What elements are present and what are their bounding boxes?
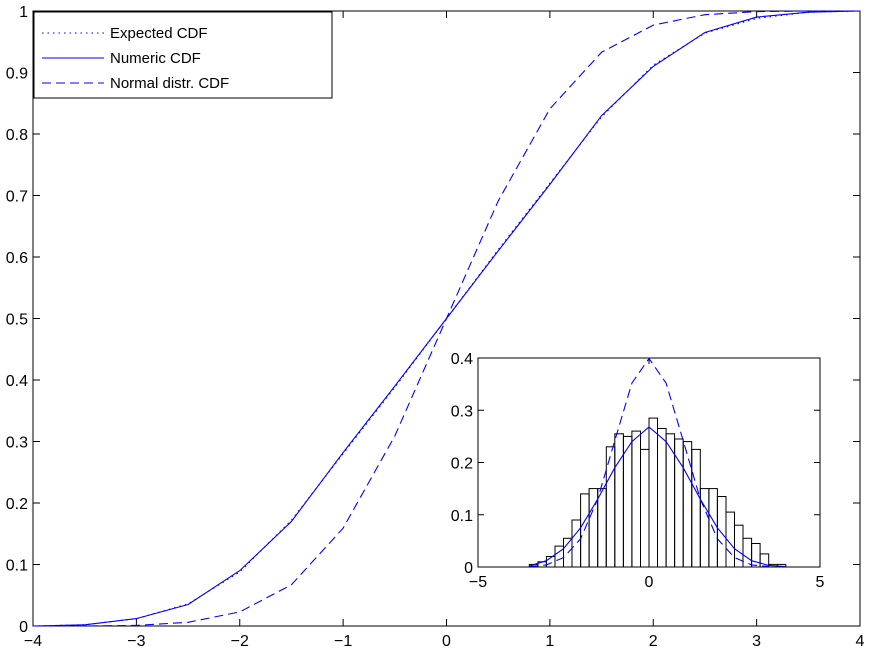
- legend-label: Expected CDF: [110, 25, 208, 42]
- x-tick-label: −3: [127, 633, 145, 650]
- y-tick-label: 0.7: [6, 189, 28, 206]
- legend-box: [33, 11, 333, 99]
- series-line-normal-distr-cdf: [33, 10, 860, 627]
- inset-y-tick-label: 0.1: [451, 508, 473, 525]
- y-tick-label: 0.5: [6, 312, 28, 329]
- inset-x-tick-label: −5: [469, 574, 487, 591]
- legend-label: Numeric CDF: [110, 50, 201, 67]
- x-tick-label: 2: [649, 633, 658, 650]
- y-tick-label: 0.6: [6, 250, 28, 267]
- inset-y-tick-label: 0.4: [451, 351, 473, 368]
- x-tick-label: −4: [24, 633, 42, 650]
- inset-normal-density-line: [529, 357, 769, 568]
- legend: Expected CDF Numeric CDF Normal distr. CDF: [33, 11, 333, 99]
- legend-label: Normal distr. CDF: [110, 75, 229, 92]
- x-tick-label: 0: [442, 633, 451, 650]
- inset-x-tick-label: 5: [816, 574, 825, 591]
- inset-numeric-density-line: [529, 426, 786, 568]
- y-tick-label: 0.9: [6, 66, 28, 83]
- inset-y-tick-label: 0: [464, 560, 473, 577]
- y-tick-label: 0.3: [6, 435, 28, 452]
- x-tick-label: 1: [545, 633, 554, 650]
- x-tick-label: 4: [856, 633, 865, 650]
- x-tick-label: 3: [752, 633, 761, 650]
- y-tick-label: 0.8: [6, 127, 28, 144]
- inset-y-tick-label: 0.2: [451, 456, 473, 473]
- y-tick-label: 0.1: [6, 558, 28, 575]
- histogram-bar: [759, 553, 770, 568]
- main-cdf-plot: −4 −3 −2 −1 0 1 2 3 4 0 0.1 0.2 0.3 0.4 0.5 0.6 0.7 0.8 0.…: [6, 4, 865, 650]
- y-tick-label: 0.2: [6, 496, 28, 513]
- x-tick-label: −1: [334, 633, 352, 650]
- inset-x-tick-label: 0: [645, 574, 654, 591]
- inset-density-plot: −5 0 500.10.20.30.4: [451, 351, 825, 591]
- y-tick-label: 0: [19, 619, 28, 636]
- y-tick-label: 1: [19, 4, 28, 21]
- inset-y-tick-label: 0.3: [451, 403, 473, 420]
- y-tick-label: 0.4: [6, 373, 28, 390]
- x-tick-label: −2: [231, 633, 249, 650]
